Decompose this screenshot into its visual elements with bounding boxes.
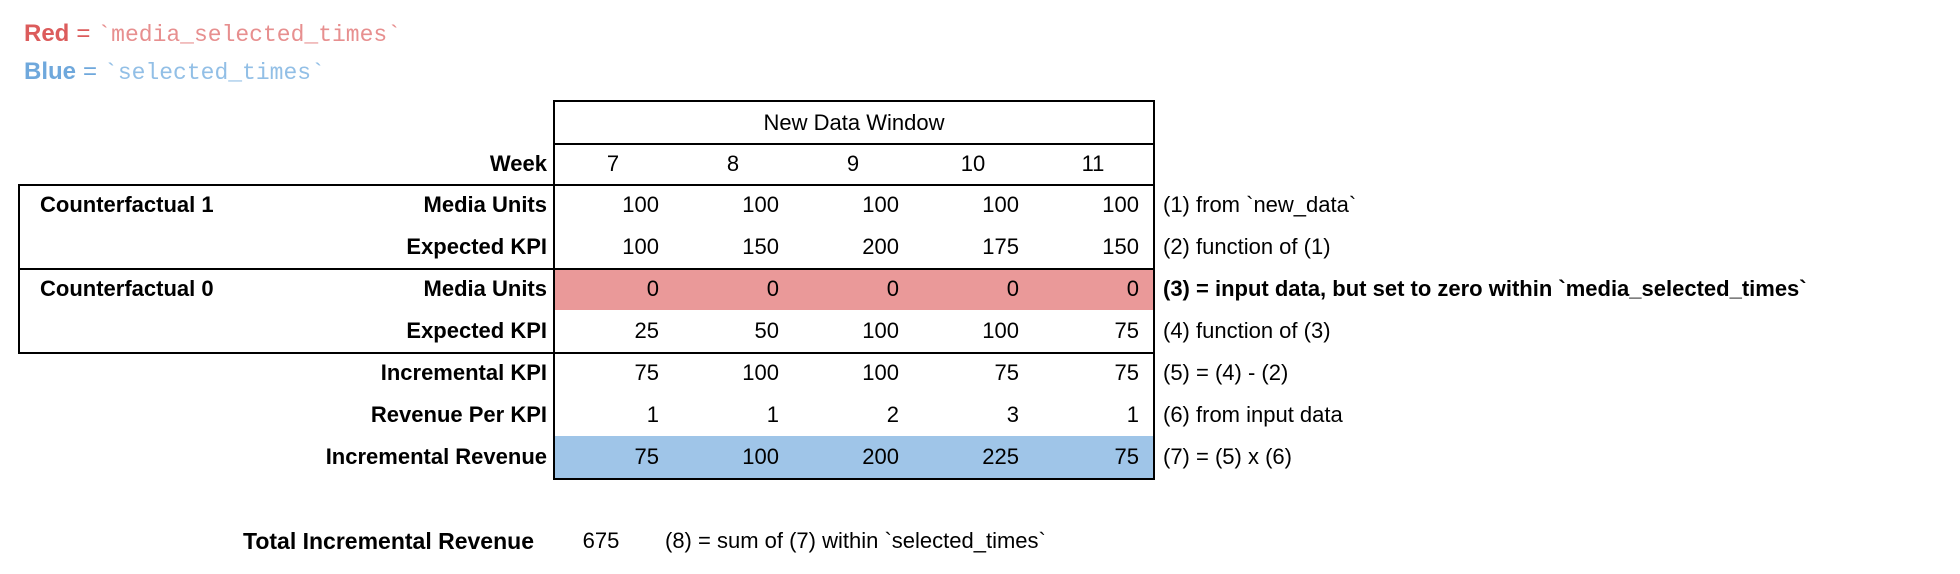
table-cell: 1 — [646, 402, 659, 427]
legend-red: Red = `media_selected_times` — [24, 18, 401, 50]
table-cell: 2 — [886, 402, 899, 427]
group-label-counterfactual-1: Counterfactual 1 — [40, 192, 214, 217]
table-cell: 0 — [886, 276, 899, 301]
table-cell: 100 — [862, 360, 899, 385]
table-cell: 225 — [982, 444, 1019, 469]
week-header-11: 11 — [1081, 151, 1105, 176]
legend-blue-code: `selected_times` — [104, 60, 325, 86]
table-cell: 100 — [982, 192, 1019, 217]
table-cell: 150 — [742, 234, 779, 259]
week-label: Week — [489, 151, 547, 176]
table-cell: 75 — [1114, 318, 1139, 343]
table-cell: 0 — [1126, 276, 1139, 301]
table-cell: 75 — [1114, 444, 1139, 469]
table-cell: 0 — [766, 276, 779, 301]
table-cell: 100 — [982, 318, 1019, 343]
week-header-8: 8 — [726, 151, 740, 176]
new-data-window-header: New Data Window — [763, 110, 945, 135]
total-incremental-revenue-label: Total Incremental Revenue — [243, 528, 534, 554]
table-cell: 100 — [862, 192, 899, 217]
table-cell: 25 — [634, 318, 659, 343]
table-cell: 100 — [742, 192, 779, 217]
table-cell: 75 — [634, 360, 659, 385]
legend-blue: Blue = `selected_times` — [24, 56, 325, 88]
table-cell: 1 — [1126, 402, 1139, 427]
total-incremental-revenue-value: 675 — [582, 528, 620, 553]
row-label: Expected KPI — [406, 234, 547, 259]
table-line-top — [553, 100, 1155, 102]
row-annotation: (1) from `new_data` — [1163, 192, 1357, 217]
table-cell: 0 — [1006, 276, 1019, 301]
row-label: Media Units — [423, 276, 547, 301]
row-annotation: (6) from input data — [1163, 402, 1343, 427]
table-cell: 1 — [766, 402, 779, 427]
table-cell: 100 — [622, 192, 659, 217]
table-line-under-window-header — [553, 143, 1155, 145]
table-cell: 150 — [1102, 234, 1139, 259]
legend-red-equals: = — [76, 20, 91, 47]
legend-blue-label: Blue — [24, 58, 77, 85]
legend-red-label: Red — [24, 20, 70, 47]
table-cell: 0 — [646, 276, 659, 301]
week-header-10: 10 — [960, 151, 986, 176]
table-cell: 75 — [1114, 360, 1139, 385]
table-cell: 50 — [754, 318, 779, 343]
row-label: Incremental KPI — [380, 360, 547, 385]
table-line-under-cf0 — [553, 352, 1155, 354]
table-cell: 100 — [742, 360, 779, 385]
table-cell: 75 — [634, 444, 659, 469]
row-annotation: (4) function of (3) — [1163, 318, 1331, 343]
media-selected-times-highlight — [555, 270, 1153, 310]
table-cell: 75 — [994, 360, 1019, 385]
week-header-7: 7 — [606, 151, 620, 176]
row-label: Expected KPI — [406, 318, 547, 343]
table-cell: 100 — [1102, 192, 1139, 217]
table-line-under-cf1 — [553, 268, 1155, 270]
table-cell: 200 — [862, 234, 899, 259]
table-cell: 100 — [742, 444, 779, 469]
counterfactual-0-box — [18, 268, 555, 354]
row-annotation: (7) = (5) x (6) — [1163, 444, 1292, 469]
table-cell: 3 — [1006, 402, 1019, 427]
total-annotation: (8) = sum of (7) within `selected_times` — [665, 528, 1046, 553]
table-line-bottom — [553, 478, 1155, 480]
legend-red-code: `media_selected_times` — [97, 22, 402, 48]
week-header-9: 9 — [846, 151, 860, 176]
table-cell: 100 — [622, 234, 659, 259]
selected-times-highlight — [555, 436, 1153, 478]
row-annotation: (3) = input data, but set to zero within… — [1163, 276, 1807, 301]
table-cell: 175 — [982, 234, 1019, 259]
row-label: Media Units — [423, 192, 547, 217]
row-label: Incremental Revenue — [325, 444, 547, 469]
legend-blue-equals: = — [83, 58, 98, 85]
table-line-under-week-row — [553, 184, 1155, 186]
group-label-counterfactual-0: Counterfactual 0 — [40, 276, 214, 301]
table-cell: 200 — [862, 444, 899, 469]
row-label: Revenue Per KPI — [370, 402, 547, 427]
table-cell: 100 — [862, 318, 899, 343]
table-border-right — [1153, 100, 1155, 480]
row-annotation: (5) = (4) - (2) — [1163, 360, 1289, 385]
row-annotation: (2) function of (1) — [1163, 234, 1331, 259]
